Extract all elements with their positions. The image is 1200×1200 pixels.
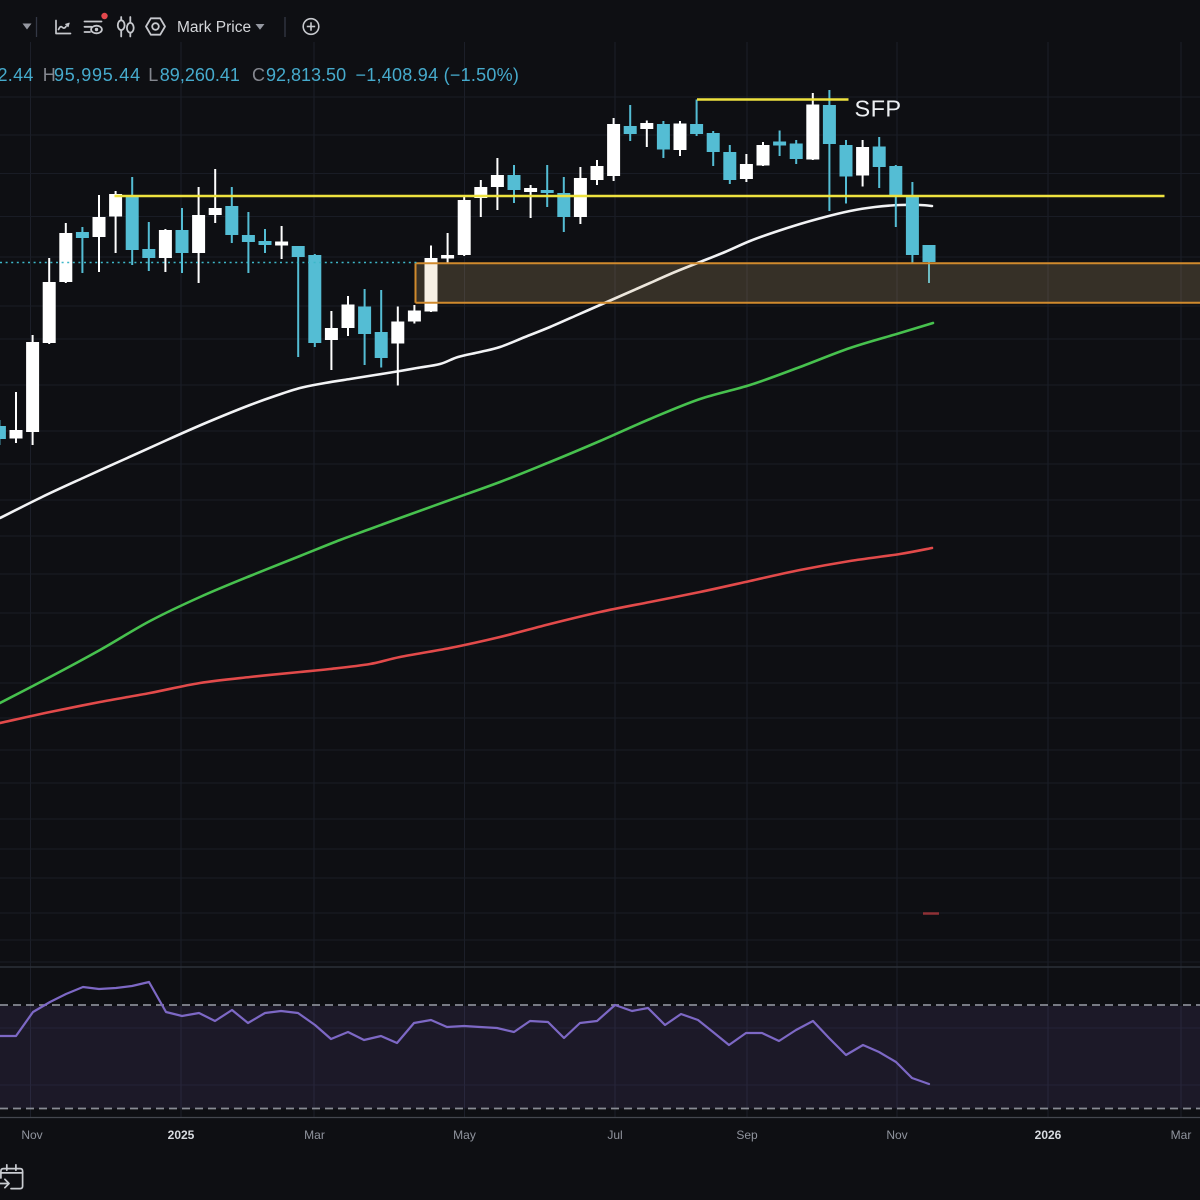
svg-text:Mar: Mar: [1171, 1128, 1192, 1142]
svg-text:SFP: SFP: [855, 96, 902, 122]
svg-text:Mar: Mar: [304, 1128, 325, 1142]
svg-text:92,813.50: 92,813.50: [266, 65, 346, 85]
svg-text:Nov: Nov: [886, 1128, 907, 1142]
svg-text:L: L: [148, 65, 158, 85]
svg-text:−1,408.94 (−1.50%): −1,408.94 (−1.50%): [356, 65, 520, 85]
svg-text:Sep: Sep: [736, 1128, 758, 1142]
svg-text:May: May: [453, 1128, 476, 1142]
svg-text:Nov: Nov: [21, 1128, 42, 1142]
svg-text:H: H: [43, 65, 56, 85]
svg-text:Mark Price: Mark Price: [177, 19, 251, 36]
svg-text:2025: 2025: [168, 1128, 195, 1142]
svg-text:95,995.44: 95,995.44: [54, 65, 141, 85]
svg-text:C: C: [252, 65, 265, 85]
svg-text:2.44: 2.44: [0, 65, 34, 85]
svg-text:89,260.41: 89,260.41: [160, 65, 240, 85]
svg-text:Jul: Jul: [607, 1128, 622, 1142]
svg-text:2026: 2026: [1035, 1128, 1062, 1142]
